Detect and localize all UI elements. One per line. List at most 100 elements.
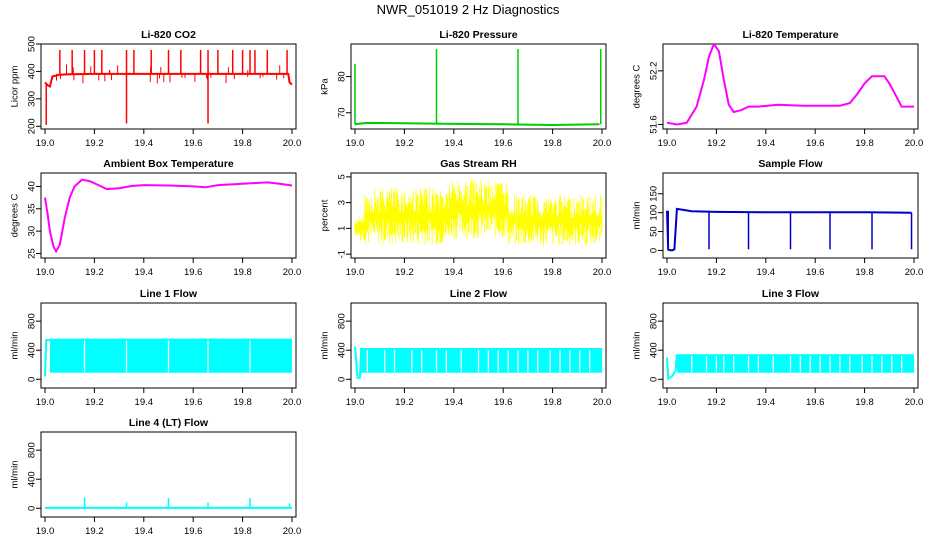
x-tick-label: 19.8: [543, 267, 562, 278]
y-tick-label: 35: [27, 204, 38, 215]
x-tick-label: 19.0: [346, 397, 365, 408]
chart-title: Li-820 CO2: [141, 29, 196, 41]
chart-line3: Line 3 Flow 19.0 19.2 19.4 19.6 19.8 20.0 0 400 8…: [632, 288, 924, 408]
x-tick-label: 19.0: [346, 138, 365, 149]
startup-line: [44, 339, 50, 377]
chart-line2: Line 2 Flow 19.0 19.2 19.4 19.6 19.8 20.0 0 400 8…: [320, 288, 612, 408]
x-tick-label: 19.6: [806, 138, 825, 149]
series-line: [44, 72, 293, 89]
y-tick-label: 400: [649, 342, 660, 358]
x-tick-label: 19.2: [395, 138, 414, 149]
x-tick-label: 19.0: [36, 267, 55, 278]
x-tick-label: 19.6: [184, 267, 203, 278]
x-tick-label: 19.8: [855, 267, 874, 278]
flow-band: [359, 348, 602, 373]
series-sample_flow: [666, 207, 913, 252]
x-tick-label: 20.0: [905, 397, 924, 408]
x-tick-label: 19.8: [233, 138, 252, 149]
chart-ambient: Ambient Box Temperature 19.0 19.2 19.4 19.6 1…: [10, 158, 302, 278]
x-tick-label: 19.4: [757, 267, 776, 278]
x-tick-label: 19.4: [135, 267, 154, 278]
series-rh: [354, 179, 603, 246]
x-tick-label: 20.0: [593, 267, 612, 278]
chart-title: Line 1 Flow: [140, 288, 198, 300]
x-tick-label: 20.0: [283, 267, 302, 278]
series-co2: [44, 50, 293, 125]
plot-frame: [662, 302, 919, 389]
y-axis-label: ml/min: [632, 202, 643, 230]
y-tick-label: 0: [337, 377, 348, 382]
x-tick-label: 19.8: [233, 397, 252, 408]
chart-title: Sample Flow: [758, 158, 823, 170]
chart-title: Line 3 Flow: [762, 288, 820, 300]
x-tick-label: 19.6: [184, 397, 203, 408]
y-axis-label: ml/min: [10, 461, 21, 489]
startup-line: [354, 346, 363, 379]
y-axis-label: ml/min: [632, 332, 643, 360]
y-tick-label: 800: [337, 313, 348, 329]
y-axis-label: kPa: [320, 78, 331, 95]
y-tick-label: 70: [337, 107, 348, 118]
y-tick-label: 200: [27, 118, 38, 134]
chart-line1: Line 1 Flow 19.0 19.2 19.4 19.6 19.8 20.0 0 400 8…: [10, 288, 302, 408]
x-tick-label: 19.6: [494, 138, 513, 149]
y-axis-label: ml/min: [320, 332, 331, 360]
y-tick-label: 1: [337, 226, 348, 231]
series-temperature: [666, 44, 914, 126]
x-tick-label: 19.6: [806, 397, 825, 408]
page-title: NWR_051019 2 Hz Diagnostics: [376, 2, 560, 17]
x-tick-label: 19.2: [85, 397, 104, 408]
y-tick-label: 400: [27, 63, 38, 79]
y-axis-label: percent: [320, 199, 331, 231]
y-tick-label: 500: [27, 36, 38, 52]
x-tick-label: 19.2: [85, 138, 104, 149]
x-tick-label: 20.0: [593, 397, 612, 408]
chart-title: Line 4 (LT) Flow: [129, 417, 209, 429]
noise-band: [354, 179, 603, 246]
x-tick-label: 19.8: [855, 397, 874, 408]
y-tick-label: 400: [27, 471, 38, 487]
chart-co2: Li-820 CO2 19.0 19.2 19.4 19.6 19.8 20.0 200 300…: [10, 29, 302, 149]
y-tick-label: 800: [27, 442, 38, 458]
x-tick-label: 19.8: [543, 138, 562, 149]
y-tick-label: 25: [27, 248, 38, 259]
series-line1: [44, 338, 292, 377]
series-ambient: [44, 178, 293, 254]
x-tick-label: 19.2: [707, 138, 726, 149]
plot-frame: [350, 302, 607, 389]
y-axis-label: Licor ppm: [10, 66, 21, 108]
chart-line4: Line 4 (LT) Flow 19.0 19.2 19.4 19.6 19.8 20.0…: [10, 417, 302, 537]
plot-frame: [350, 43, 607, 130]
x-tick-label: 19.8: [233, 526, 252, 537]
x-tick-label: 19.6: [184, 138, 203, 149]
x-tick-label: 19.2: [85, 526, 104, 537]
y-axis-label: degrees C: [10, 193, 21, 237]
series-line3: [666, 354, 914, 381]
x-tick-label: 19.6: [806, 267, 825, 278]
x-tick-label: 20.0: [283, 397, 302, 408]
x-tick-label: 19.4: [445, 267, 464, 278]
y-axis-label: degrees C: [632, 64, 643, 108]
plot-frame: [662, 172, 919, 259]
x-tick-label: 20.0: [283, 526, 302, 537]
flow-band: [676, 354, 914, 373]
x-tick-label: 19.2: [395, 397, 414, 408]
x-tick-label: 19.8: [543, 397, 562, 408]
x-tick-label: 19.0: [36, 138, 55, 149]
x-tick-label: 19.4: [445, 397, 464, 408]
chart-title: Li-820 Temperature: [742, 29, 838, 41]
y-tick-label: 5: [337, 174, 348, 179]
chart-sample_flow: Sample Flow 19.0 19.2 19.4 19.6 19.8 20.0 0 50 10…: [632, 158, 924, 278]
y-tick-label: 150: [649, 186, 660, 202]
x-tick-label: 19.2: [395, 267, 414, 278]
y-tick-label: 400: [27, 342, 38, 358]
x-tick-label: 19.4: [757, 397, 776, 408]
y-tick-label: 0: [27, 377, 38, 382]
y-tick-label: 51.6: [649, 115, 660, 133]
plot-frame: [40, 43, 297, 130]
plot-frame: [40, 172, 297, 259]
x-tick-label: 19.4: [757, 138, 776, 149]
y-tick-label: 800: [27, 313, 38, 329]
y-tick-label: 0: [27, 506, 38, 511]
